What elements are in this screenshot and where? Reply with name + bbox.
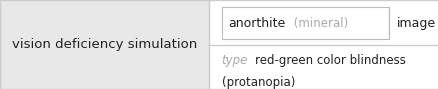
Text: image: image <box>396 17 435 30</box>
Bar <box>208 0 438 89</box>
Text: type: type <box>221 54 247 67</box>
FancyBboxPatch shape <box>221 7 388 39</box>
Text: anorthite: anorthite <box>228 17 285 30</box>
Text: (mineral): (mineral) <box>289 17 347 30</box>
Text: (protanopia): (protanopia) <box>221 76 294 89</box>
Bar <box>0 0 208 89</box>
Text: vision deficiency simulation: vision deficiency simulation <box>12 38 196 51</box>
Text: red-green color blindness: red-green color blindness <box>254 54 405 67</box>
